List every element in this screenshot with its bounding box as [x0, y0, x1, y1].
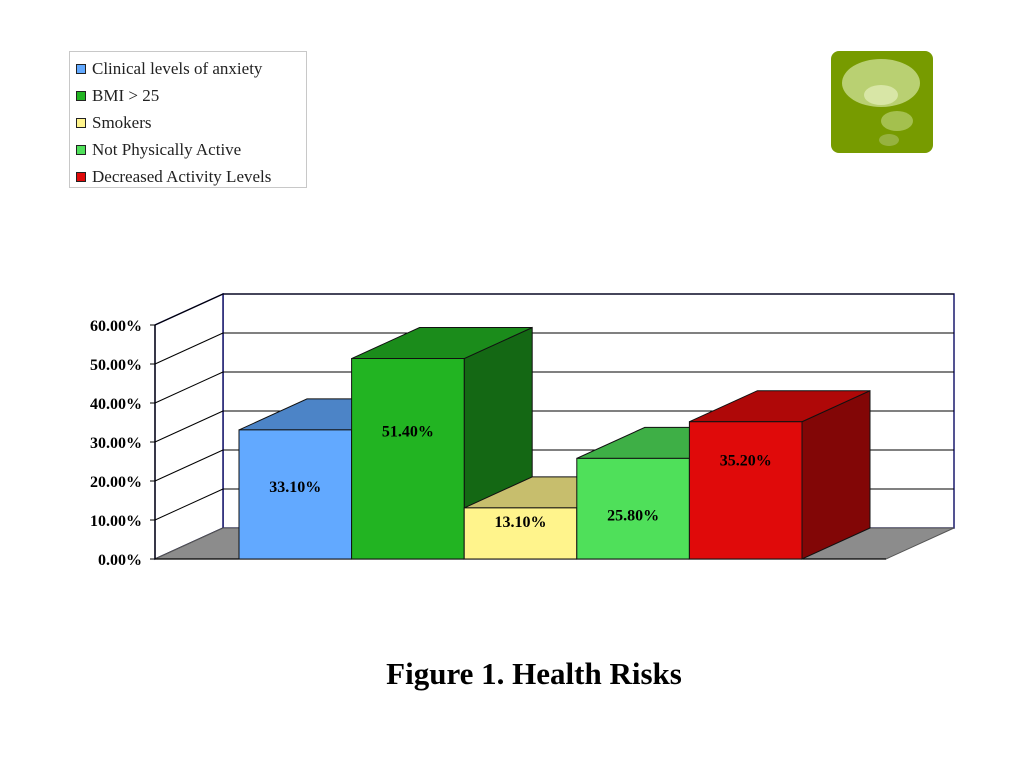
y-tick-label: 20.00% [90, 474, 142, 491]
thought-bubble-icon [831, 51, 933, 153]
data-label: 51.40% [382, 424, 434, 441]
y-tick-label: 60.00% [90, 318, 142, 335]
legend-item: Decreased Activity Levels [70, 163, 306, 190]
data-label: 33.10% [269, 479, 321, 496]
gridline-side [154, 293, 224, 326]
bar [688, 389, 871, 560]
gridline-side [154, 371, 224, 404]
legend-item: Clinical levels of anxiety [70, 55, 306, 82]
gridline-side [154, 410, 224, 443]
legend-item: Not Physically Active [70, 136, 306, 163]
legend-label: Smokers [92, 112, 152, 132]
legend-label: Clinical levels of anxiety [92, 58, 263, 78]
legend-item: BMI > 25 [70, 82, 306, 109]
legend-swatch [76, 90, 86, 101]
bubble-large [842, 59, 920, 107]
bubble-large-highlight [864, 85, 898, 105]
gridline-side [154, 488, 224, 521]
legend-label: Not Physically Active [92, 139, 242, 159]
y-tick-label: 10.00% [90, 513, 142, 530]
legend-swatch [76, 171, 86, 182]
legend-swatch [76, 117, 86, 128]
y-tick-label: 40.00% [90, 396, 142, 413]
legend-swatch [76, 144, 86, 155]
bar [351, 326, 533, 560]
gridline-side [154, 449, 224, 482]
chart-legend: Clinical levels of anxiety BMI > 25 Smoker… [69, 51, 307, 188]
data-label: 13.10% [495, 514, 547, 531]
y-tick-label: 0.00% [98, 552, 142, 569]
legend-swatch [76, 63, 86, 74]
data-label: 35.20% [720, 453, 772, 470]
bubble-small [879, 134, 899, 146]
legend-item: Smokers [70, 109, 306, 136]
bar-front [688, 421, 803, 560]
legend-label: Decreased Activity Levels [92, 166, 272, 186]
y-tick-label: 30.00% [90, 435, 142, 452]
bar-front [351, 358, 465, 560]
y-tick-label: 50.00% [90, 357, 142, 374]
bubble-medium [881, 111, 913, 131]
legend-label: BMI > 25 [92, 85, 160, 105]
data-label: 25.80% [607, 507, 659, 524]
figure-caption: Figure 1. Health Risks [386, 656, 682, 691]
gridline-side [154, 332, 224, 365]
